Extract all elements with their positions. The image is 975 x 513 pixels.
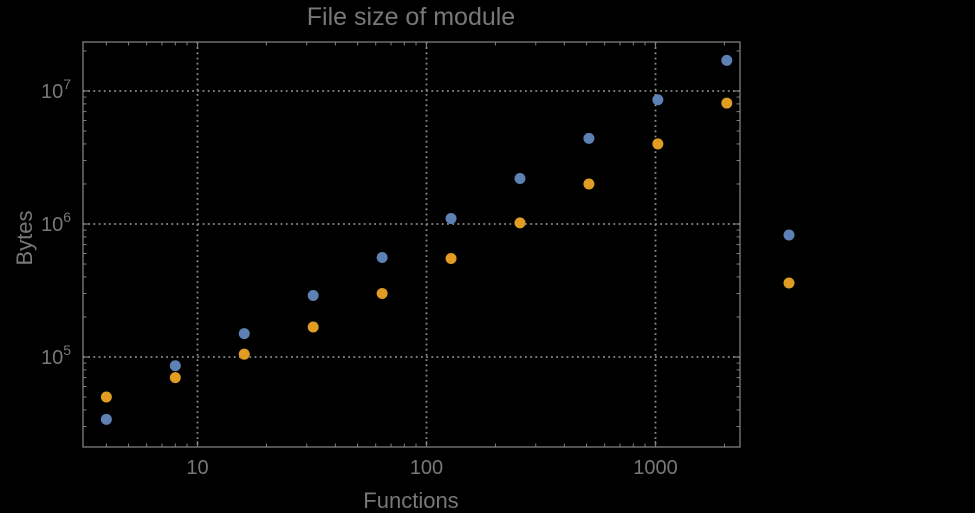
data-point-series-1-x-8 [169, 360, 181, 372]
data-points [100, 54, 733, 425]
frame-rect [82, 41, 741, 448]
data-point-series-2-x-16 [238, 348, 250, 360]
gridlines [83, 42, 740, 447]
data-point-series-2-x-32 [307, 321, 319, 333]
data-point-series-1-x-128 [445, 212, 457, 224]
axis-ticks [83, 42, 740, 447]
legend-marker-series-2 [783, 277, 795, 289]
data-point-series-2-x-8 [169, 372, 181, 384]
x-tick-label-1000: 1000 [633, 457, 678, 479]
legend-marker-series-1 [783, 229, 795, 241]
plot-frame [82, 41, 741, 448]
data-point-series-1-x-16 [238, 328, 250, 340]
data-point-series-2-x-128 [445, 253, 457, 265]
data-point-series-2-x-64 [376, 288, 388, 300]
legend [783, 229, 795, 289]
y-axis-label: Bytes [12, 210, 37, 265]
data-point-series-1-x-32 [307, 290, 319, 302]
data-point-series-1-x-4 [100, 413, 112, 425]
data-point-series-1-x-512 [583, 132, 595, 144]
x-tick-label-100: 100 [410, 457, 443, 479]
x-tick-label-10: 10 [186, 457, 208, 479]
tick-labels: 10 100 1000 105 106 107 [41, 76, 678, 479]
chart-title: File size of module [307, 3, 515, 31]
data-point-series-2-x-256 [514, 217, 526, 229]
data-point-series-1-x-64 [376, 251, 388, 263]
x-axis-label: Functions [363, 488, 458, 513]
data-point-series-1-x-1024 [652, 94, 664, 106]
y-tick-label-1e7: 107 [41, 76, 71, 103]
data-point-series-2-x-512 [583, 178, 595, 190]
data-point-series-2-x-2048 [721, 97, 733, 109]
y-tick-label-1e5: 105 [41, 342, 71, 369]
data-point-series-2-x-1024 [652, 138, 664, 150]
data-point-series-2-x-4 [100, 391, 112, 403]
y-tick-label-1e6: 106 [41, 209, 71, 236]
data-point-series-1-x-256 [514, 172, 526, 184]
data-point-series-1-x-2048 [721, 54, 733, 66]
